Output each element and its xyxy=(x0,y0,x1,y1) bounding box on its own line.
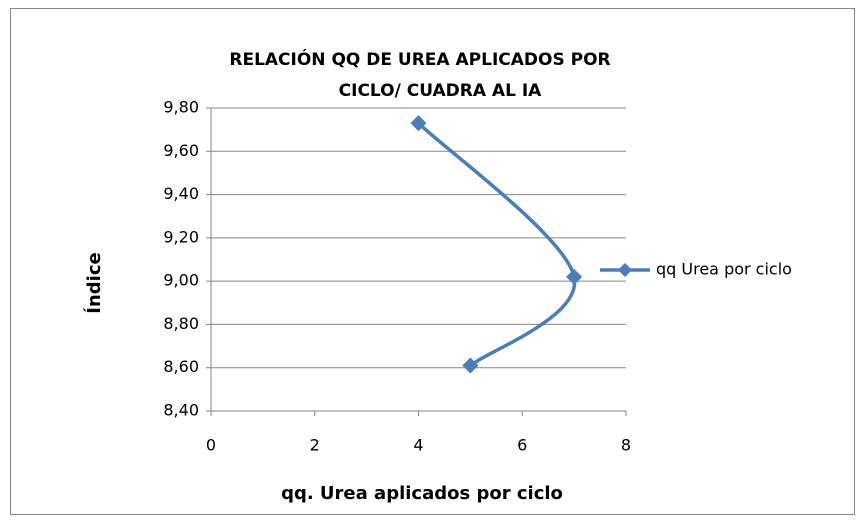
x-tick-label: 4 xyxy=(413,436,423,455)
chart-title: RELACIÓN QQ DE UREA APLICADOS POR xyxy=(229,48,610,70)
point xyxy=(462,357,479,374)
y-tick-label: 8,40 xyxy=(163,401,199,420)
y-tick-label: 9,80 xyxy=(163,98,199,117)
x-tick-label: 8 xyxy=(621,436,631,455)
chart-title: CICLO/ CUADRA AL IA xyxy=(339,81,543,101)
x-tick-label: 0 xyxy=(206,436,216,455)
legend-label: qq Urea por ciclo xyxy=(656,260,792,279)
y-tick-label: 9,40 xyxy=(163,184,199,203)
x-tick-label: 2 xyxy=(310,436,320,455)
x-tick-label: 6 xyxy=(517,436,527,455)
chart-border xyxy=(10,8,855,515)
point xyxy=(566,268,583,285)
y-tick-label: 9,00 xyxy=(163,271,199,290)
x-axis-label: qq. Urea aplicados por ciclo xyxy=(281,483,563,504)
y-tick-label: 8,60 xyxy=(163,357,199,376)
point xyxy=(410,115,427,132)
y-tick-label: 9,60 xyxy=(163,141,199,160)
y-axis-label: Índice xyxy=(83,252,105,313)
y-tick-label: 8,80 xyxy=(163,314,199,333)
y-tick-label: 9,20 xyxy=(163,227,199,246)
legend-marker xyxy=(618,263,632,277)
